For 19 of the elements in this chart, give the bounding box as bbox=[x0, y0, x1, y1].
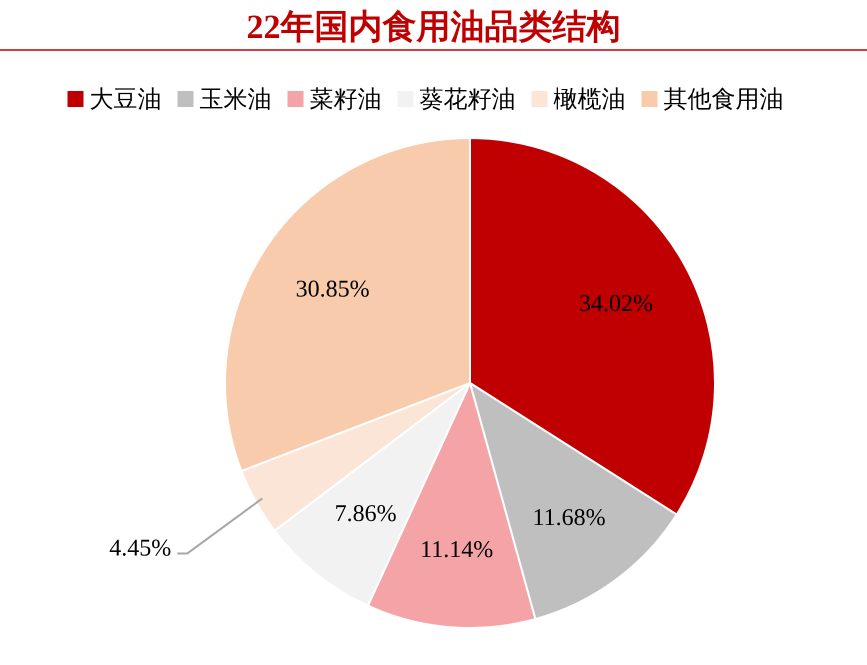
data-label: 11.68% bbox=[532, 504, 606, 531]
legend-label: 大豆油 bbox=[90, 87, 162, 113]
legend-item: 其他食用油 bbox=[642, 87, 784, 113]
data-label: 34.02% bbox=[579, 290, 654, 317]
legend-label: 菜籽油 bbox=[310, 87, 382, 113]
data-label: 4.45% bbox=[109, 535, 172, 562]
legend-item: 大豆油 bbox=[68, 87, 162, 113]
legend-item: 橄榄油 bbox=[532, 87, 626, 113]
chart-title: 22年国内食用油品类结构 bbox=[246, 9, 620, 46]
legend-label: 葵花籽油 bbox=[420, 87, 516, 113]
legend-item: 菜籽油 bbox=[288, 87, 382, 113]
legend-label: 玉米油 bbox=[200, 87, 272, 113]
legend-label: 其他食用油 bbox=[664, 87, 784, 113]
data-label: 7.86% bbox=[334, 500, 397, 527]
data-label: 30.85% bbox=[296, 276, 370, 303]
legend-item: 玉米油 bbox=[178, 87, 272, 113]
legend-label: 橄榄油 bbox=[554, 87, 626, 113]
data-label: 11.14% bbox=[420, 537, 494, 564]
legend-item: 葵花籽油 bbox=[398, 87, 516, 113]
